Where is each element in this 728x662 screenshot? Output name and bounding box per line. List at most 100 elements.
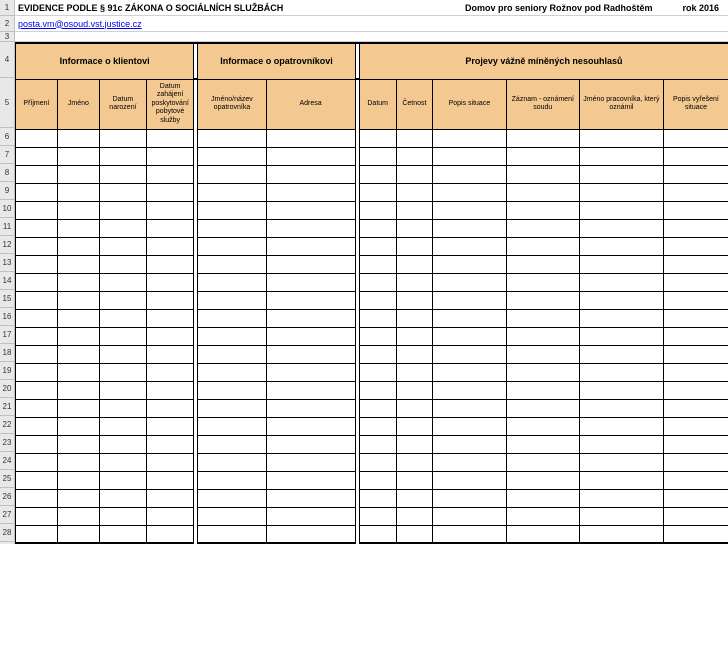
cell[interactable] — [16, 165, 58, 183]
row-header[interactable]: 4 — [0, 42, 14, 78]
row-header[interactable]: 9 — [0, 182, 14, 200]
cell[interactable] — [396, 399, 433, 417]
cell[interactable] — [266, 255, 355, 273]
cell[interactable] — [506, 471, 579, 489]
cell[interactable] — [359, 273, 396, 291]
cell[interactable] — [147, 471, 194, 489]
cell[interactable] — [99, 165, 146, 183]
cell[interactable] — [663, 183, 728, 201]
cell[interactable] — [266, 363, 355, 381]
cell[interactable] — [506, 165, 579, 183]
cell[interactable] — [396, 381, 433, 399]
cell[interactable] — [506, 435, 579, 453]
cell[interactable] — [57, 399, 99, 417]
cell[interactable] — [147, 417, 194, 435]
cell[interactable] — [147, 237, 194, 255]
cell[interactable] — [198, 273, 266, 291]
cell[interactable] — [57, 435, 99, 453]
cell[interactable] — [16, 255, 58, 273]
row-header[interactable]: 3 — [0, 32, 14, 42]
cell[interactable] — [506, 525, 579, 543]
cell[interactable] — [359, 129, 396, 147]
cell[interactable] — [396, 147, 433, 165]
row-header[interactable]: 20 — [0, 380, 14, 398]
cell[interactable] — [147, 273, 194, 291]
cell[interactable] — [433, 417, 506, 435]
cell[interactable] — [433, 489, 506, 507]
cell[interactable] — [266, 273, 355, 291]
cell[interactable] — [359, 525, 396, 543]
cell[interactable] — [506, 327, 579, 345]
cell[interactable] — [99, 345, 146, 363]
cell[interactable] — [663, 471, 728, 489]
cell[interactable] — [198, 345, 266, 363]
cell[interactable] — [396, 129, 433, 147]
row-header[interactable]: 13 — [0, 254, 14, 272]
cell[interactable] — [359, 417, 396, 435]
cell[interactable] — [579, 273, 663, 291]
cell[interactable] — [663, 507, 728, 525]
cell[interactable] — [663, 309, 728, 327]
cell[interactable] — [433, 183, 506, 201]
cell[interactable] — [16, 381, 58, 399]
cell[interactable] — [506, 183, 579, 201]
cell[interactable] — [396, 417, 433, 435]
cell[interactable] — [99, 237, 146, 255]
row-header[interactable]: 6 — [0, 128, 14, 146]
cell[interactable] — [506, 507, 579, 525]
cell[interactable] — [266, 327, 355, 345]
cell[interactable] — [147, 525, 194, 543]
cell[interactable] — [579, 345, 663, 363]
cell[interactable] — [579, 381, 663, 399]
cell[interactable] — [579, 147, 663, 165]
cell[interactable] — [266, 309, 355, 327]
cell[interactable] — [433, 165, 506, 183]
row-header[interactable]: 22 — [0, 416, 14, 434]
cell[interactable] — [266, 291, 355, 309]
cell[interactable] — [506, 399, 579, 417]
row-header[interactable]: 27 — [0, 506, 14, 524]
cell[interactable] — [198, 147, 266, 165]
cell[interactable] — [57, 129, 99, 147]
cell[interactable] — [198, 183, 266, 201]
cell[interactable] — [579, 237, 663, 255]
cell[interactable] — [433, 363, 506, 381]
cell[interactable] — [579, 255, 663, 273]
cell[interactable] — [579, 219, 663, 237]
cell[interactable] — [579, 435, 663, 453]
cell[interactable] — [99, 309, 146, 327]
cell[interactable] — [266, 507, 355, 525]
cell[interactable] — [579, 309, 663, 327]
cell[interactable] — [198, 165, 266, 183]
cell[interactable] — [433, 525, 506, 543]
row-header[interactable]: 24 — [0, 452, 14, 470]
cell[interactable] — [147, 147, 194, 165]
cell[interactable] — [359, 363, 396, 381]
cell[interactable] — [396, 435, 433, 453]
cell[interactable] — [147, 399, 194, 417]
cell[interactable] — [396, 309, 433, 327]
cell[interactable] — [433, 129, 506, 147]
cell[interactable] — [433, 453, 506, 471]
cell[interactable] — [57, 273, 99, 291]
cell[interactable] — [663, 417, 728, 435]
row-header[interactable]: 7 — [0, 146, 14, 164]
cell[interactable] — [663, 291, 728, 309]
cell[interactable] — [663, 363, 728, 381]
cell[interactable] — [57, 471, 99, 489]
cell[interactable] — [198, 363, 266, 381]
cell[interactable] — [99, 381, 146, 399]
cell[interactable] — [396, 291, 433, 309]
cell[interactable] — [579, 489, 663, 507]
cell[interactable] — [147, 219, 194, 237]
cell[interactable] — [663, 237, 728, 255]
cell[interactable] — [433, 471, 506, 489]
cell[interactable] — [663, 219, 728, 237]
cell[interactable] — [359, 219, 396, 237]
cell[interactable] — [198, 453, 266, 471]
cell[interactable] — [506, 381, 579, 399]
cell[interactable] — [433, 147, 506, 165]
row-header[interactable]: 15 — [0, 290, 14, 308]
cell[interactable] — [57, 381, 99, 399]
row-header[interactable]: 23 — [0, 434, 14, 452]
